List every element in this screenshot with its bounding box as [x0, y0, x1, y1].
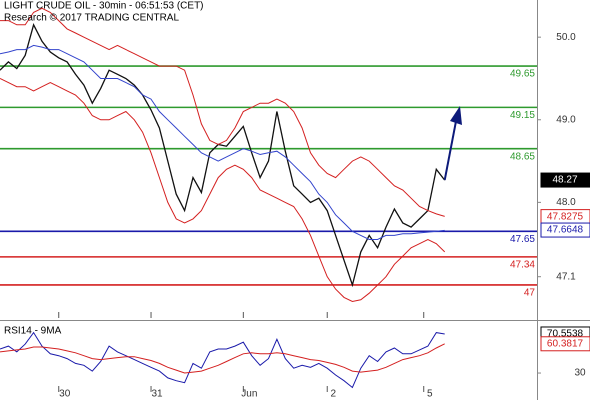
x-tick-label: Jun [241, 389, 257, 400]
price-tag [540, 222, 590, 238]
forecast-arrowhead [450, 106, 462, 125]
plot-layer: 50.0 49.0 48.0 47.1 30 30 31 Jun 2 5 49.65 49.15 48.… [0, 7, 590, 400]
rsi-tag-label: 60.3817 [547, 338, 584, 349]
rsi-line [0, 343, 445, 374]
rsi-tag-label: 70.5538 [547, 329, 584, 340]
price-tag [540, 172, 590, 188]
chart-subtitle: Research © 2017 TRADING CENTRAL [4, 13, 179, 24]
rsi-y-tick-label: 30 [574, 368, 586, 379]
forecast-arrow [443, 115, 458, 181]
indicator-line [0, 78, 446, 303]
x-tick-label: 31 [151, 389, 163, 400]
level-label: 47.34 [510, 260, 535, 271]
y-tick-label: 49.0 [556, 114, 576, 125]
y-tick-label: 47.1 [556, 271, 576, 282]
level-label: 48.65 [510, 151, 535, 162]
x-tick-label: 2 [330, 389, 336, 400]
y-tick-label: 50.0 [556, 32, 576, 43]
level-label: 49.65 [510, 69, 535, 80]
price-tag-label: 47.8275 [547, 211, 584, 222]
rsi-title: RSI14 - 9MA [4, 326, 62, 337]
price-tag-label: 47.6648 [547, 225, 584, 236]
price-tag-label: 48.27 [552, 175, 577, 186]
level-label: 49.15 [510, 110, 535, 121]
x-tick-label: 30 [59, 389, 71, 400]
y-tick-label: 48.0 [556, 197, 576, 208]
indicator-line [0, 7, 445, 217]
indicator-line [0, 44, 445, 240]
price-line [0, 23, 446, 288]
rsi-line [0, 331, 445, 389]
x-tick-label: 5 [427, 389, 433, 400]
level-label: 47.65 [510, 234, 535, 245]
chart-title: LIGHT CRUDE OIL - 30min - 06:51:53 (CET) [4, 1, 204, 12]
rsi-tag [540, 336, 590, 352]
level-label: 47 [524, 288, 536, 299]
